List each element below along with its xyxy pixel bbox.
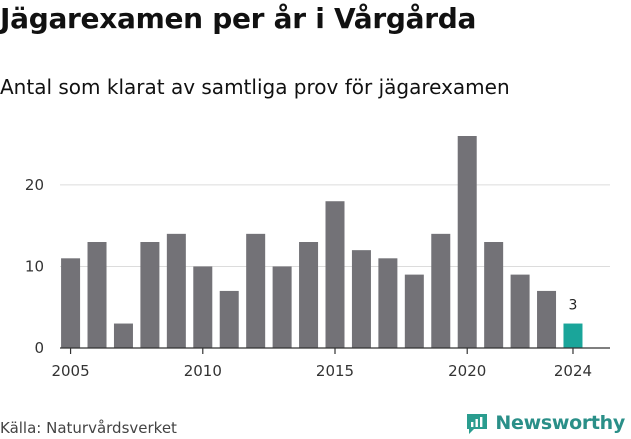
chart-subtitle: Antal som klarat av samtliga prov för jä… xyxy=(0,75,510,99)
bar-chart: 0 10 20 2005 2010 2015 2020 2024 3 xyxy=(25,136,610,380)
x-tick-label: 2020 xyxy=(448,362,486,380)
bars xyxy=(61,136,583,348)
bar xyxy=(140,242,160,348)
y-axis-tick-labels: 0 10 20 xyxy=(25,176,44,357)
bar xyxy=(457,136,477,348)
bar xyxy=(510,274,530,348)
bar xyxy=(219,290,239,348)
bar-highlighted xyxy=(563,323,583,348)
bar xyxy=(484,242,504,348)
x-tick-label: 2010 xyxy=(184,362,222,380)
bar xyxy=(537,290,557,348)
x-tick-label: 2015 xyxy=(316,362,354,380)
brand-name: Newsworthy xyxy=(495,412,625,434)
bar xyxy=(246,233,266,348)
bar xyxy=(325,201,345,348)
y-tick-label: 20 xyxy=(25,176,44,194)
bar xyxy=(299,242,319,348)
bar xyxy=(378,258,398,348)
bar xyxy=(272,266,292,348)
x-tick-label: 2024 xyxy=(554,362,592,380)
bar xyxy=(351,250,371,348)
y-tick-label: 10 xyxy=(25,257,44,275)
bar xyxy=(113,323,133,348)
x-axis xyxy=(60,347,610,354)
data-label: 3 xyxy=(569,298,578,314)
bar xyxy=(431,233,451,348)
bar xyxy=(166,233,186,348)
x-tick-label: 2005 xyxy=(51,362,89,380)
x-axis-tick-labels: 2005 2010 2015 2020 2024 xyxy=(51,362,592,380)
newsworthy-chart-icon xyxy=(467,414,488,434)
bar xyxy=(404,274,424,348)
chart-title: Jägarexamen per år i Vårgårda xyxy=(0,2,477,35)
y-tick-label: 0 xyxy=(34,339,44,357)
bar xyxy=(87,242,107,348)
source-note: Källa: Naturvårdsverket xyxy=(0,419,177,437)
data-labels: 3 xyxy=(569,298,578,314)
bar xyxy=(193,266,213,348)
bar xyxy=(61,258,81,348)
newsworthy-logo[interactable]: Newsworthy xyxy=(465,411,625,435)
